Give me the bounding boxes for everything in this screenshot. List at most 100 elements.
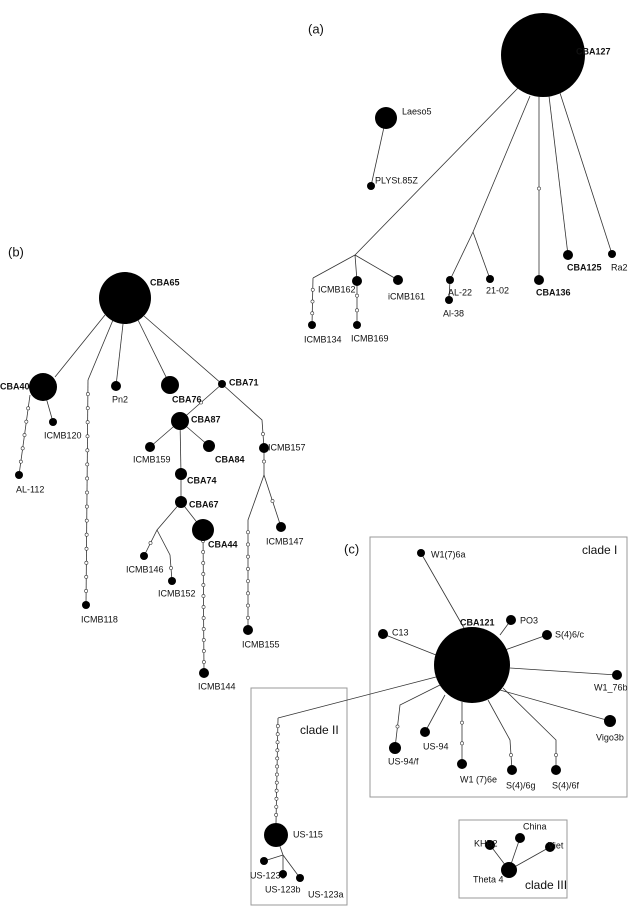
haplotype-node: [161, 376, 179, 394]
edge: [504, 634, 548, 651]
edge: [394, 684, 441, 749]
clade-label: clade I: [582, 543, 617, 557]
edge: [156, 529, 173, 582]
node-label: US-123b: [265, 884, 301, 894]
haplotype-node: [276, 522, 286, 532]
mutation-step: [18, 459, 23, 464]
haplotype-node: [445, 296, 453, 304]
haplotype-node: [203, 440, 215, 452]
clade-box: [369, 536, 628, 798]
haplotype-node: [243, 625, 253, 635]
mutation-step: [201, 583, 206, 587]
mutation-step: [246, 530, 250, 535]
mutation-step: [85, 392, 90, 396]
haplotype-node: [417, 549, 425, 557]
node-label: CBA71: [229, 377, 259, 387]
haplotype-node: [551, 765, 561, 775]
edge: [559, 92, 613, 255]
haplotype-node: [145, 442, 155, 452]
haplotype-node: [260, 857, 268, 865]
haplotype-node: [375, 107, 397, 129]
edge: [420, 552, 465, 629]
edge: [449, 231, 474, 281]
node-label: Ra2: [611, 262, 628, 272]
edge: [282, 854, 301, 879]
haplotype-node: [140, 552, 148, 560]
node-label: US-123e: [250, 870, 286, 880]
mutation-step: [84, 518, 89, 523]
node-label: Laeso5: [402, 106, 432, 116]
mutation-step: [274, 788, 279, 793]
mutation-step: [84, 532, 89, 537]
haplotype-node: [218, 380, 226, 388]
node-label: ICMB155: [242, 639, 280, 649]
node-label: Al-38: [443, 308, 464, 318]
node-label: W1_76b: [594, 682, 628, 692]
node-label: S(4)/6g: [506, 780, 536, 790]
node-label: ICMB134: [304, 334, 342, 344]
haplotype-node: [279, 870, 287, 878]
clade-label: clade II: [300, 723, 339, 737]
haplotype-node: [486, 275, 494, 283]
clade-label: clade III: [525, 878, 567, 892]
haplotype-node: [420, 727, 430, 737]
node-label: PLYSt.85Z: [375, 175, 418, 185]
edge: [54, 314, 106, 378]
edge: [370, 117, 387, 187]
mutation-step: [395, 724, 400, 729]
mutation-step: [22, 433, 27, 437]
node-label: US-94/f: [388, 756, 419, 766]
node-label: W1(7)6a: [431, 549, 466, 559]
haplotype-node: [308, 321, 316, 329]
haplotype-node: [168, 577, 176, 585]
haplotype-node: [457, 759, 467, 769]
node-label: CBA76: [172, 394, 202, 404]
mutation-step: [275, 748, 280, 753]
node-label: AL-112: [16, 484, 44, 494]
mutation-step: [355, 308, 359, 313]
node-label: US-115: [293, 829, 323, 839]
mutation-step: [85, 448, 90, 453]
edge: [548, 95, 569, 256]
edge: [115, 323, 124, 387]
haplotype-node: [534, 275, 544, 285]
mutation-step: [202, 660, 206, 664]
mutation-step: [201, 627, 206, 631]
haplotype-node: [515, 833, 525, 843]
edge: [137, 319, 171, 386]
edge: [247, 474, 265, 630]
node-label: ICMB169: [351, 333, 389, 343]
mutation-step: [85, 462, 90, 467]
mutation-step: [201, 572, 206, 576]
edge: [221, 383, 265, 449]
node-label: CBA65: [150, 277, 180, 287]
node-label: PO3: [520, 615, 538, 625]
node-label: CBA40: [0, 381, 30, 391]
mutation-step: [261, 432, 265, 436]
mutation-step: [84, 546, 89, 551]
mutation-step: [246, 603, 250, 608]
mutation-step: [84, 589, 89, 593]
haplotype-node: [542, 630, 552, 640]
mutation-step: [201, 605, 206, 609]
node-label: CBA74: [187, 475, 217, 485]
mutation-step: [460, 741, 464, 746]
mutation-step: [275, 740, 280, 745]
node-label: CBA84: [215, 454, 245, 464]
mutation-step: [85, 476, 90, 481]
haplotype-node: [29, 373, 57, 401]
node-label: 21-02: [486, 285, 509, 295]
clade-box: [250, 687, 348, 906]
edge: [472, 95, 531, 233]
mutation-step: [84, 574, 89, 579]
mutation-step: [246, 591, 250, 596]
mutation-step: [275, 772, 279, 777]
haplotype-node: [507, 765, 517, 775]
node-label: US-94: [423, 741, 449, 751]
mutation-step: [85, 434, 90, 439]
haplotype-node: [352, 276, 362, 286]
node-label: ICMB152: [158, 588, 196, 598]
haplotype-node: [446, 276, 454, 284]
edge: [143, 501, 182, 557]
